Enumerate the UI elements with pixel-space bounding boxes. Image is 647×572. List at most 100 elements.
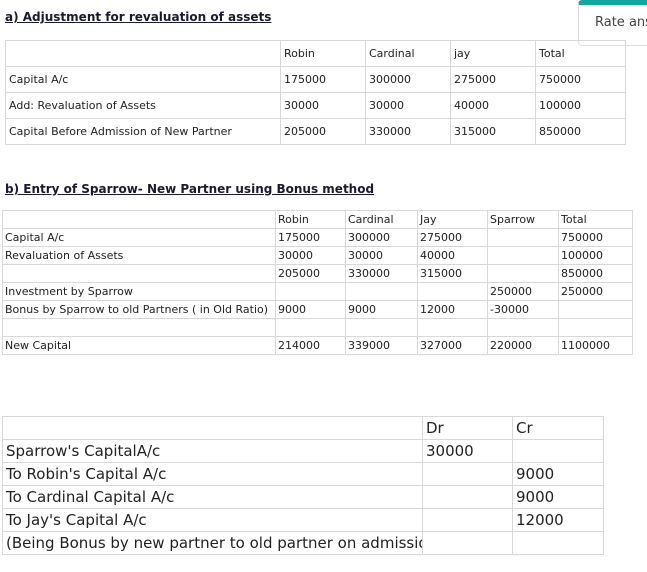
table-cell xyxy=(512,531,604,555)
table: Robin Cardinal jay Total Capital A/c 175000 30… xyxy=(5,40,626,145)
table-cell: 275000 xyxy=(450,66,536,93)
table-row: Sparrow's CapitalA/c 30000 xyxy=(2,439,604,463)
table-cell: 750000 xyxy=(535,66,626,93)
table-row: (Being Bonus by new partner to old partn… xyxy=(2,531,604,555)
table-cell: 339000 xyxy=(345,336,418,355)
table-cell: Dr xyxy=(422,416,513,440)
table-row: Add: Revaluation of Assets 30000 30000 4000… xyxy=(5,92,626,119)
table-cell: 30000 xyxy=(422,439,513,463)
table-cell: 175000 xyxy=(280,66,366,93)
section-title: b) Entry of Sparrow- New Partner using B… xyxy=(5,182,375,196)
table-cell: 12000 xyxy=(417,300,488,319)
table-cell: Robin xyxy=(280,40,366,67)
table-cell xyxy=(558,300,633,319)
table-cell xyxy=(275,282,346,301)
table-cell: To Cardinal Capital A/c xyxy=(2,485,423,509)
table-cell: 330000 xyxy=(345,264,418,283)
table-cell xyxy=(512,439,604,463)
table-cell: 1100000 xyxy=(558,336,633,355)
table-cell: 250000 xyxy=(487,282,559,301)
table: Dr Cr Sparrow's CapitalA/c 30000 To Robin's … xyxy=(2,416,604,555)
table-cell xyxy=(422,531,513,555)
table-cell: -30000 xyxy=(487,300,559,319)
table-cell: 275000 xyxy=(417,228,488,247)
table-cell: 850000 xyxy=(535,118,626,145)
table-cell xyxy=(487,264,559,283)
table-cell: 100000 xyxy=(558,246,633,265)
table-cell: 300000 xyxy=(345,228,418,247)
table-row: Dr Cr xyxy=(2,416,604,440)
table-cell: Add: Revaluation of Assets xyxy=(5,92,281,119)
table-row: Investment by Sparrow 250000 250000 xyxy=(2,282,633,301)
table-cell: 220000 xyxy=(487,336,559,355)
table-cell xyxy=(422,485,513,509)
table-cell: 30000 xyxy=(280,92,366,119)
table-cell: 30000 xyxy=(345,246,418,265)
table-row: Robin Cardinal Jay Sparrow Total xyxy=(2,210,633,229)
table-cell: Capital A/c xyxy=(5,66,281,93)
table-cell: (Being Bonus by new partner to old partn… xyxy=(2,531,423,555)
table-row: Robin Cardinal jay Total xyxy=(5,40,626,67)
table-cell: Investment by Sparrow xyxy=(2,282,276,301)
table-cell: Bonus by Sparrow to old Partners ( in Ol… xyxy=(2,300,276,319)
table-row: Capital A/c 175000 300000 275000 750000 xyxy=(2,228,633,247)
table-cell: Sparrow's CapitalA/c xyxy=(2,439,423,463)
table-cell xyxy=(2,210,276,229)
table-cell xyxy=(275,318,346,337)
table-cell: 9000 xyxy=(275,300,346,319)
table-cell: 40000 xyxy=(417,246,488,265)
table-row: Revaluation of Assets 30000 30000 40000 1000… xyxy=(2,246,633,265)
table-cell: Capital Before Admission of New Partner xyxy=(5,118,281,145)
table-cell: 100000 xyxy=(535,92,626,119)
table-cell xyxy=(487,318,559,337)
table-row: To Cardinal Capital A/c 9000 xyxy=(2,485,604,509)
table-row: 205000 330000 315000 850000 xyxy=(2,264,633,283)
table-cell: 750000 xyxy=(558,228,633,247)
table-cell: To Robin's Capital A/c xyxy=(2,462,423,486)
table-row: New Capital 214000 339000 327000 220000 11000… xyxy=(2,336,633,355)
table-cell: 250000 xyxy=(558,282,633,301)
table-cell: 327000 xyxy=(417,336,488,355)
table-cell: Sparrow xyxy=(487,210,559,229)
table-row: To Robin's Capital A/c 9000 xyxy=(2,462,604,486)
table-row xyxy=(2,318,633,337)
table-cell: Cardinal xyxy=(345,210,418,229)
table-cell xyxy=(2,318,276,337)
table-cell: Jay xyxy=(417,210,488,229)
table-row: Capital Before Admission of New Partner 2… xyxy=(5,118,626,145)
table-cell xyxy=(417,318,488,337)
table-cell: Capital A/c xyxy=(2,228,276,247)
table-cell: 315000 xyxy=(417,264,488,283)
section-title: a) Adjustment for revaluation of assets xyxy=(5,10,272,24)
table-cell: 214000 xyxy=(275,336,346,355)
table-row: To Jay's Capital A/c 12000 xyxy=(2,508,604,532)
table-cell: Total xyxy=(535,40,626,67)
table-cell xyxy=(487,228,559,247)
table-cell: 175000 xyxy=(275,228,346,247)
table-cell: 40000 xyxy=(450,92,536,119)
table-cell: 850000 xyxy=(558,264,633,283)
table-cell xyxy=(558,318,633,337)
table: Robin Cardinal Jay Sparrow Total Capital A/c 1… xyxy=(2,210,633,355)
table-cell xyxy=(5,40,281,67)
table-cell: 12000 xyxy=(512,508,604,532)
table-cell: Cr xyxy=(512,416,604,440)
table-cell xyxy=(422,462,513,486)
table-cell xyxy=(345,282,418,301)
table-cell: 9000 xyxy=(345,300,418,319)
table-cell: 9000 xyxy=(512,462,604,486)
table-cell: 205000 xyxy=(275,264,346,283)
table-cell: 205000 xyxy=(280,118,366,145)
rate-button[interactable]: Rate ans xyxy=(578,0,647,46)
table-cell: 30000 xyxy=(275,246,346,265)
table-cell xyxy=(487,246,559,265)
table-cell: Revaluation of Assets xyxy=(2,246,276,265)
table-cell: Robin xyxy=(275,210,346,229)
table-cell: 300000 xyxy=(365,66,451,93)
table-cell: 9000 xyxy=(512,485,604,509)
table-cell: 315000 xyxy=(450,118,536,145)
table-cell: Cardinal xyxy=(365,40,451,67)
table-cell xyxy=(422,508,513,532)
table-cell xyxy=(2,264,276,283)
